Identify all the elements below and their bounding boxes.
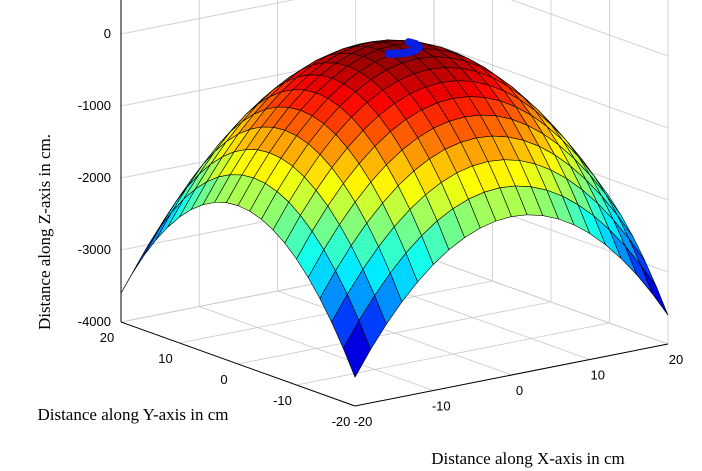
x-tick-label: 10 xyxy=(591,368,605,383)
x-tick-label: 20 xyxy=(669,352,683,367)
y-tick-label: 10 xyxy=(158,351,172,366)
floor-grid-line xyxy=(237,301,552,365)
y-axis-label: Distance along Y-axis in cm xyxy=(37,405,228,424)
z-tick-label: -2000 xyxy=(78,170,111,185)
y-tick-label: -10 xyxy=(273,393,292,408)
surface-mesh xyxy=(120,39,669,378)
x-axis-label: Distance along X-axis in cm xyxy=(431,449,625,468)
trajectory-line xyxy=(384,38,424,58)
wall-grid-line xyxy=(120,0,295,35)
trajectory-path xyxy=(384,38,424,58)
tick-labels: 10000-1000-2000-3000-4000-20-1001020-20-… xyxy=(78,26,683,429)
wall-grid-line xyxy=(510,0,669,57)
z-tick-label: -3000 xyxy=(78,242,111,257)
x-tick-label: -20 xyxy=(354,414,373,429)
x-tick-label: 0 xyxy=(516,383,523,398)
surface-patch xyxy=(640,264,669,316)
wall-grid-line xyxy=(433,259,669,345)
axis-line xyxy=(120,321,356,407)
wall-grid-line xyxy=(433,43,669,129)
y-tick-label: -20 xyxy=(332,414,351,429)
x-tick-label: -10 xyxy=(432,399,451,414)
z-tick-label: -4000 xyxy=(78,314,111,329)
z-tick-label: 0 xyxy=(104,26,111,41)
surface-patch xyxy=(155,199,184,240)
y-tick-label: 20 xyxy=(100,330,114,345)
z-tick-label: -1000 xyxy=(78,98,111,113)
surface-patch xyxy=(144,211,172,256)
surface-patch xyxy=(342,320,371,378)
y-tick-label: 0 xyxy=(220,372,227,387)
z-axis-label: Distance along Z-axis in cm. xyxy=(35,134,54,330)
axis-line xyxy=(354,343,669,407)
